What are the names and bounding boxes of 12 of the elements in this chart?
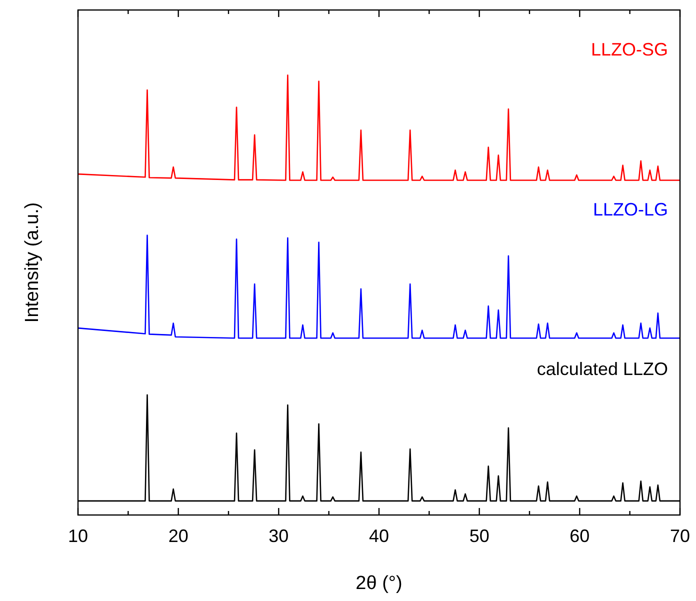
x-tick-label: 70 bbox=[670, 526, 690, 546]
y-axis-title: Intensity (a.u.) bbox=[22, 202, 43, 323]
text: LLZO-SG bbox=[590, 39, 668, 60]
x-axis-title: 2θ (°) bbox=[356, 573, 402, 594]
x-tick-label: 50 bbox=[469, 526, 490, 546]
text: calculated LLZO bbox=[536, 359, 668, 380]
text: LLZO-LG bbox=[592, 199, 668, 220]
x-tick-label: 60 bbox=[570, 526, 590, 546]
x-tick-label: 30 bbox=[268, 526, 289, 546]
x-tick-label: 10 bbox=[68, 526, 88, 546]
x-tick-label: 40 bbox=[368, 526, 390, 546]
x-tick-label: 20 bbox=[168, 526, 188, 546]
